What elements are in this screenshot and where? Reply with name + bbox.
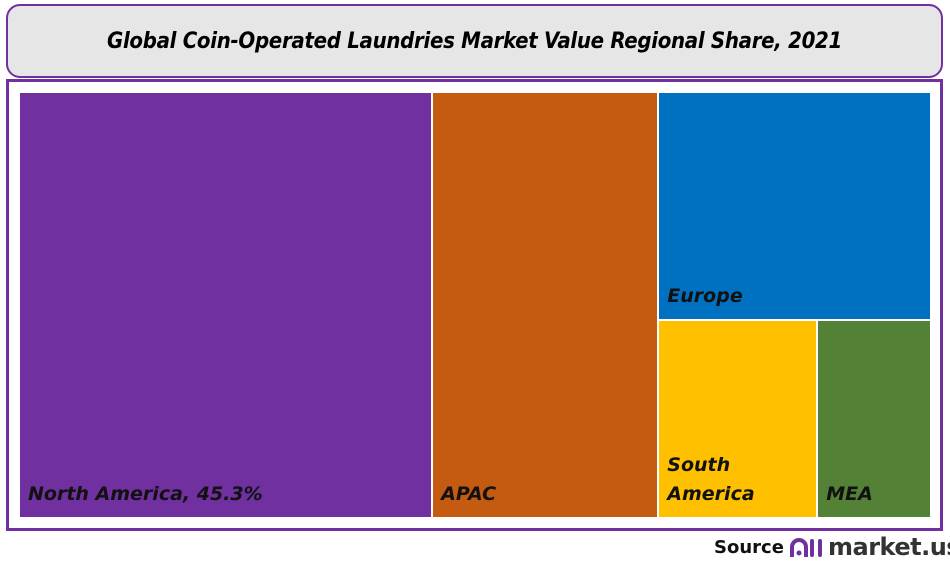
tile-apac: APAC: [432, 92, 659, 518]
chart-title: Global Coin-Operated Laundries Market Va…: [107, 28, 842, 54]
market-us-logo: market.us: [790, 533, 950, 561]
tile-mea: MEA: [817, 319, 931, 518]
tile-north-america: North America, 45.3%: [19, 92, 433, 518]
tile-label: Europe: [667, 284, 743, 307]
treemap-plot: North America, 45.3% APAC Europe South Amer…: [19, 92, 931, 518]
tile-label: MEA: [826, 482, 873, 505]
tile-south-america: South America: [658, 319, 818, 518]
source-label: Source: [714, 537, 784, 558]
logo-bars-icon: [790, 538, 822, 557]
brand-name: market.us: [828, 533, 950, 561]
tile-label: APAC: [441, 483, 497, 505]
tile-label: South America: [667, 453, 755, 505]
title-box: Global Coin-Operated Laundries Market Va…: [6, 4, 943, 78]
tile-europe: Europe: [658, 92, 931, 320]
tile-label: North America, 45.3%: [28, 483, 263, 505]
